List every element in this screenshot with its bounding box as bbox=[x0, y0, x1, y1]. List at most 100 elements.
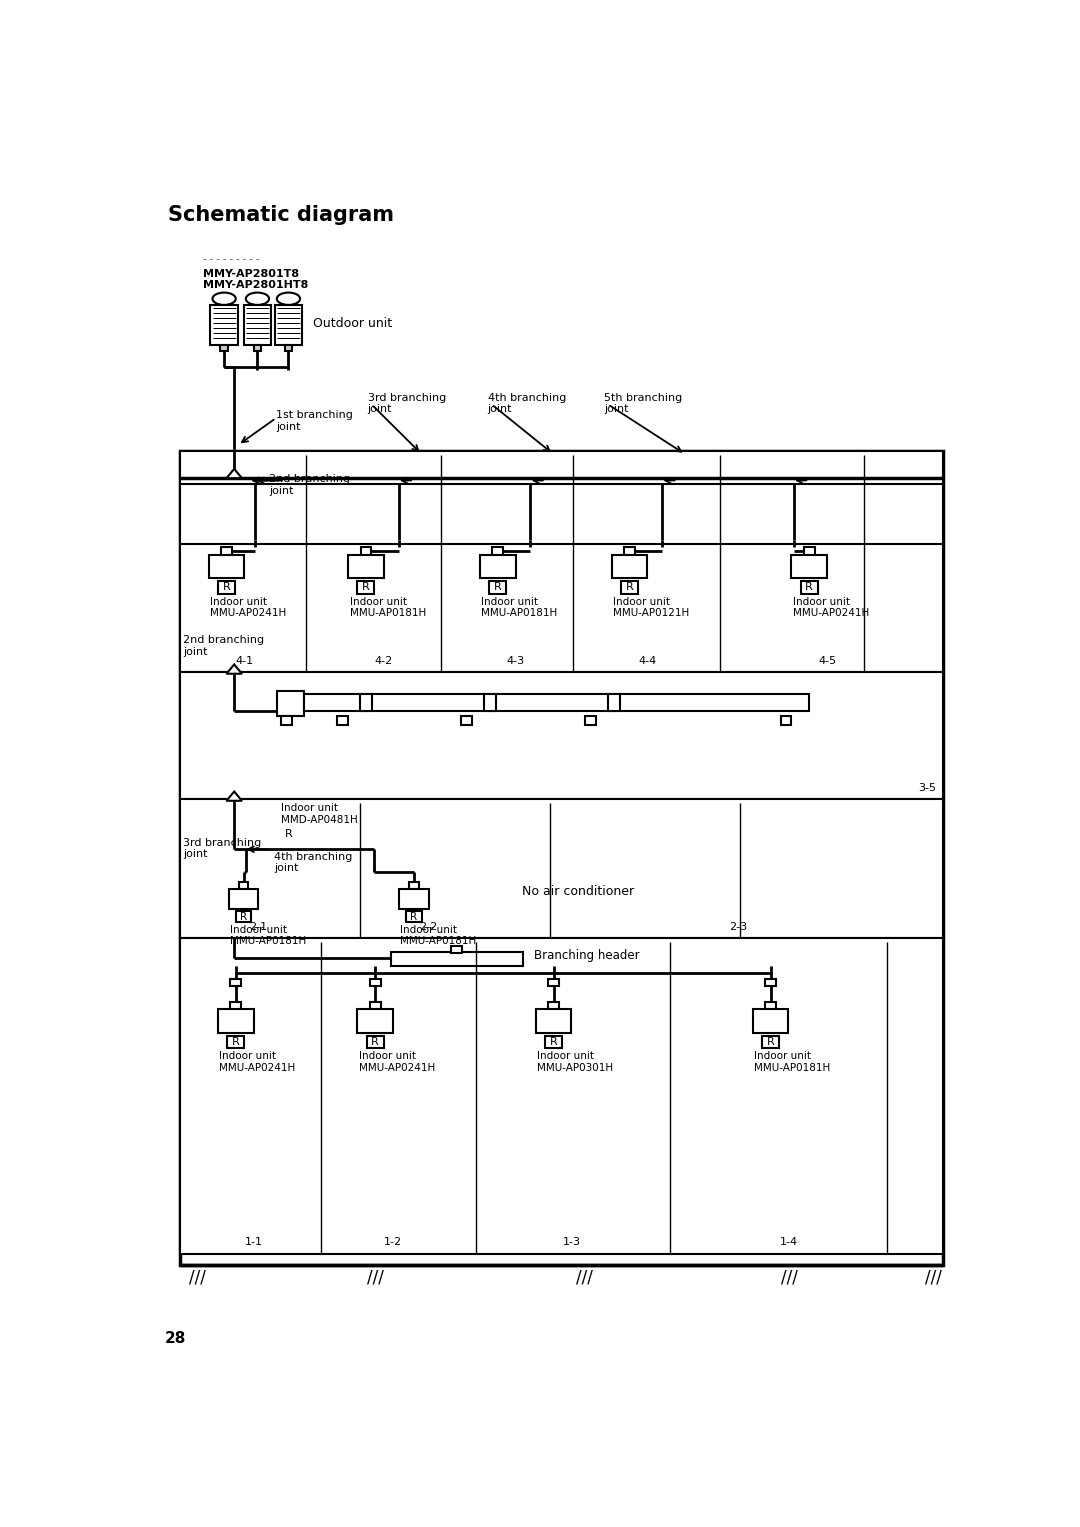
Text: 28: 28 bbox=[164, 1330, 186, 1345]
Bar bbox=[180, 450, 943, 672]
Bar bbox=[391, 951, 523, 965]
Text: Indoor unit
MMU-AP0181H: Indoor unit MMU-AP0181H bbox=[230, 925, 306, 947]
Bar bbox=[800, 582, 818, 594]
Bar bbox=[303, 693, 809, 710]
Bar bbox=[180, 450, 943, 1264]
Bar bbox=[180, 672, 943, 799]
Bar bbox=[406, 912, 422, 922]
Text: R: R bbox=[232, 1037, 240, 1048]
Bar bbox=[762, 1035, 779, 1048]
Text: 4-3: 4-3 bbox=[507, 657, 525, 666]
Polygon shape bbox=[227, 791, 242, 800]
Text: 4th branching
joint: 4th branching joint bbox=[488, 392, 566, 414]
Bar bbox=[235, 912, 252, 922]
Text: ///: /// bbox=[782, 1269, 798, 1287]
Bar bbox=[792, 556, 827, 579]
Bar bbox=[276, 692, 303, 716]
Bar bbox=[611, 556, 647, 579]
Text: MMY-AP2801T8: MMY-AP2801T8 bbox=[203, 269, 299, 279]
Bar bbox=[230, 979, 241, 986]
Text: R: R bbox=[767, 1037, 774, 1048]
Text: R: R bbox=[362, 582, 369, 592]
Bar bbox=[765, 979, 775, 986]
Bar bbox=[461, 716, 472, 725]
Text: 3rd branching
joint: 3rd branching joint bbox=[183, 838, 261, 860]
Bar bbox=[608, 693, 620, 710]
Bar bbox=[400, 889, 429, 909]
Bar bbox=[220, 345, 228, 351]
Bar bbox=[180, 938, 943, 1254]
Bar bbox=[548, 1002, 559, 1009]
Bar bbox=[227, 1035, 244, 1048]
Text: Indoor unit
MMU-AP0301H: Indoor unit MMU-AP0301H bbox=[537, 1051, 613, 1072]
Text: R: R bbox=[625, 582, 633, 592]
Bar bbox=[357, 1009, 393, 1032]
Bar bbox=[484, 693, 496, 710]
Bar bbox=[781, 716, 792, 725]
Polygon shape bbox=[227, 664, 242, 673]
Bar bbox=[624, 548, 635, 556]
Bar bbox=[281, 716, 292, 725]
Text: R: R bbox=[494, 582, 501, 592]
Bar bbox=[230, 1002, 241, 1009]
Text: 2-3: 2-3 bbox=[729, 922, 747, 931]
Ellipse shape bbox=[213, 293, 235, 305]
Text: ///: /// bbox=[189, 1269, 205, 1287]
Text: No air conditioner: No air conditioner bbox=[523, 886, 635, 898]
Bar bbox=[585, 716, 596, 725]
Text: Indoor unit
MMU-AP0121H: Indoor unit MMU-AP0121H bbox=[613, 597, 689, 618]
Bar bbox=[536, 1009, 571, 1032]
Bar bbox=[369, 979, 380, 986]
Text: MMY-AP2801HT8: MMY-AP2801HT8 bbox=[203, 281, 309, 290]
Text: 1-1: 1-1 bbox=[245, 1237, 262, 1248]
Text: ///: /// bbox=[924, 1269, 942, 1287]
Bar bbox=[254, 345, 261, 351]
Text: R: R bbox=[372, 1037, 379, 1048]
Text: 2-2: 2-2 bbox=[419, 922, 437, 931]
Text: R: R bbox=[550, 1037, 557, 1048]
Text: Indoor unit
MMU-AP0241H: Indoor unit MMU-AP0241H bbox=[793, 597, 869, 618]
Text: 4-2: 4-2 bbox=[375, 657, 393, 666]
Bar bbox=[281, 828, 296, 840]
Text: Schematic diagram: Schematic diagram bbox=[167, 205, 393, 224]
Bar bbox=[361, 548, 372, 556]
Bar bbox=[218, 582, 235, 594]
Bar bbox=[274, 305, 302, 345]
Ellipse shape bbox=[276, 293, 300, 305]
Text: 1-4: 1-4 bbox=[780, 1237, 798, 1248]
Ellipse shape bbox=[246, 293, 269, 305]
Text: 4-4: 4-4 bbox=[638, 657, 657, 666]
Bar bbox=[548, 979, 559, 986]
Text: 4th branching
joint: 4th branching joint bbox=[274, 852, 353, 873]
Bar bbox=[360, 693, 373, 710]
Text: 10: 10 bbox=[251, 293, 265, 304]
Bar bbox=[357, 582, 375, 594]
Bar bbox=[545, 1035, 562, 1048]
Bar bbox=[218, 1009, 254, 1032]
Text: R: R bbox=[240, 912, 247, 922]
Text: R: R bbox=[410, 912, 418, 922]
Text: 4-1: 4-1 bbox=[235, 657, 254, 666]
Bar bbox=[367, 1035, 383, 1048]
Bar bbox=[451, 945, 462, 953]
Bar bbox=[337, 716, 348, 725]
Text: ///: /// bbox=[367, 1269, 383, 1287]
Bar bbox=[753, 1009, 788, 1032]
Text: 3rd branching
joint: 3rd branching joint bbox=[367, 392, 446, 414]
Bar bbox=[369, 1002, 380, 1009]
Bar bbox=[243, 305, 271, 345]
Bar bbox=[489, 582, 507, 594]
Bar bbox=[492, 548, 503, 556]
Text: 2-1: 2-1 bbox=[248, 922, 267, 931]
Text: 10: 10 bbox=[217, 293, 231, 304]
Text: - - - - - - - - -: - - - - - - - - - bbox=[203, 253, 259, 264]
Bar bbox=[480, 556, 515, 579]
Bar bbox=[765, 1002, 775, 1009]
Bar bbox=[804, 548, 814, 556]
Text: 1st branching
joint: 1st branching joint bbox=[276, 411, 353, 432]
Text: Indoor unit
MMU-AP0241H: Indoor unit MMU-AP0241H bbox=[219, 1051, 296, 1072]
Bar bbox=[621, 582, 638, 594]
Text: Indoor unit
MMU-AP0241H: Indoor unit MMU-AP0241H bbox=[359, 1051, 435, 1072]
Bar bbox=[208, 556, 244, 579]
Text: R: R bbox=[284, 829, 293, 838]
